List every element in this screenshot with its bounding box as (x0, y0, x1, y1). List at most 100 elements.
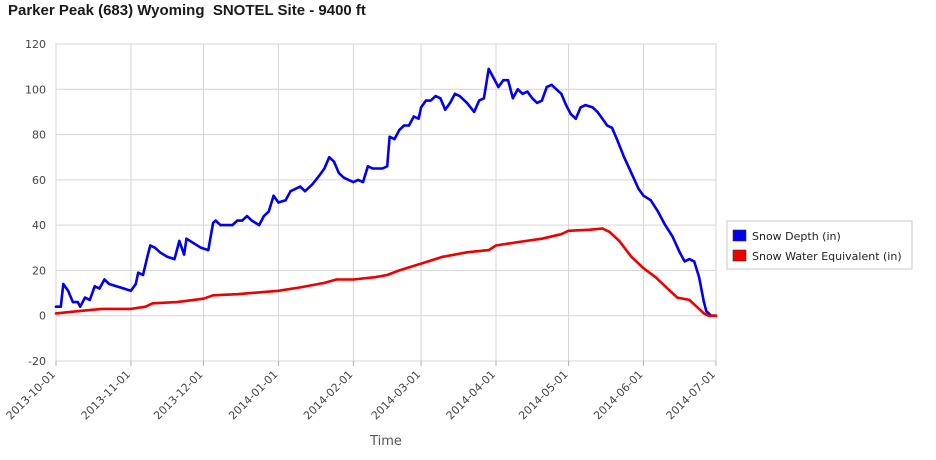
x-axis: 2013-10-01 2013-11-01 2013-12-01 2014-01-01… (4, 361, 718, 422)
data-point (347, 178, 350, 182)
legend-swatch (732, 229, 747, 242)
data-point (151, 302, 154, 305)
data-point (569, 113, 573, 116)
data-point (386, 165, 389, 168)
data-point (535, 101, 539, 105)
data-point (702, 300, 706, 304)
data-point (83, 296, 87, 299)
data-point (129, 307, 133, 311)
data-point (323, 281, 326, 285)
legend-item-1[interactable]: Snow Water Equivalent (in) (732, 249, 902, 263)
data-point (257, 223, 261, 227)
data-point (332, 160, 336, 163)
data-point (419, 106, 423, 109)
data-point (407, 124, 411, 127)
data-point (654, 276, 657, 279)
data-point (166, 255, 169, 258)
data-point (494, 244, 498, 247)
x-axis-title: Time (369, 434, 402, 449)
data-point (59, 305, 62, 308)
legend-label: Snow Depth (in) (752, 230, 841, 243)
data-point (434, 94, 437, 98)
series-0 (54, 67, 718, 318)
legend-item-0[interactable]: Snow Depth (in) (732, 229, 841, 243)
data-point (393, 137, 396, 141)
x-tick-label: 2014-03-01 (369, 368, 423, 422)
data-point (175, 300, 179, 304)
data-point (93, 285, 96, 288)
x-tick-label: 2013-12-01 (151, 368, 205, 422)
y-tick-label: 120 (25, 38, 46, 51)
data-point (366, 165, 370, 168)
data-point (642, 194, 645, 197)
data-point (352, 180, 355, 184)
data-point (122, 287, 125, 290)
data-point (149, 244, 152, 247)
data-point (601, 227, 604, 230)
data-point (199, 246, 203, 249)
data-point (473, 110, 476, 114)
data-point (453, 92, 457, 96)
data-point (448, 101, 452, 105)
data-point (88, 298, 92, 302)
data-point (398, 128, 401, 132)
data-point (361, 180, 365, 184)
data-point (373, 276, 377, 279)
data-point (615, 137, 619, 141)
data-point (630, 255, 633, 258)
data-point (299, 185, 302, 188)
data-point (606, 124, 609, 127)
x-tick-label: 2014-05-01 (516, 368, 570, 422)
data-point (76, 310, 80, 313)
data-point (656, 210, 660, 213)
data-point (284, 199, 287, 202)
data-point (103, 278, 106, 281)
data-point (487, 248, 490, 252)
data-point (236, 219, 239, 222)
data-point (62, 282, 65, 286)
data-point (153, 246, 157, 249)
data-point (311, 183, 314, 186)
legend-label: Snow Water Equivalent (in) (752, 250, 902, 263)
data-point (417, 117, 420, 120)
data-point (419, 262, 423, 265)
data-point (323, 167, 326, 170)
legend-swatch (732, 249, 747, 262)
data-point (267, 210, 270, 213)
series-1 (54, 227, 718, 318)
data-point (185, 237, 188, 240)
data-point (482, 97, 486, 100)
data-point (531, 97, 534, 100)
data-point (173, 257, 176, 261)
data-point (146, 253, 150, 256)
data-point (211, 294, 215, 297)
data-point (697, 276, 701, 279)
data-point (337, 171, 341, 175)
data-point (601, 117, 604, 120)
data-point (511, 97, 515, 100)
data-point (516, 88, 519, 91)
data-point (707, 314, 710, 317)
data-point (219, 223, 222, 227)
legend[interactable]: Snow Depth (in) Snow Water Equivalent (in… (726, 220, 913, 270)
data-point (540, 99, 544, 102)
data-point (381, 167, 384, 170)
data-point (671, 235, 674, 238)
data-point (429, 99, 432, 102)
data-point (678, 251, 681, 254)
data-point (299, 286, 302, 289)
data-point (564, 103, 568, 107)
y-tick-label: 60 (32, 174, 46, 187)
data-point (516, 240, 519, 244)
x-tick-label: 2014-01-01 (226, 368, 280, 422)
data-point (622, 156, 626, 159)
data-point (141, 273, 145, 277)
data-point (683, 260, 686, 263)
data-point (71, 300, 75, 304)
data-point (705, 310, 708, 313)
data-point (158, 251, 162, 254)
data-point (386, 273, 389, 277)
data-point (250, 219, 253, 222)
data-point (540, 237, 544, 240)
